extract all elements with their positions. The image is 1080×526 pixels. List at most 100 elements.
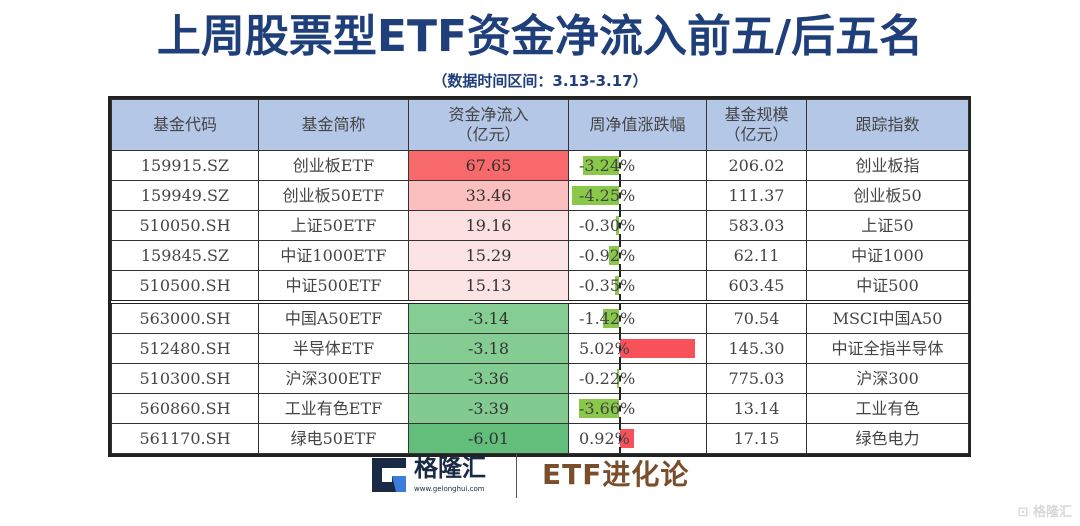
weekly-change-databar — [620, 429, 634, 448]
header-net-inflow: 资金净流入 （亿元） — [408, 99, 569, 151]
fund-code-cell: 159845.SZ — [111, 240, 259, 271]
weekly-change-cell: -3.24% — [568, 150, 707, 181]
header-fund-scale: 基金规模 （亿元） — [706, 99, 807, 151]
weekly-change-databar — [583, 156, 619, 175]
gelonghui-logo-icon — [372, 458, 406, 492]
net-inflow-cell: -3.18 — [408, 333, 569, 364]
weekly-change-databar — [603, 309, 619, 328]
date-range-subtitle: （数据时间区间：3.13-3.17） — [432, 72, 648, 90]
weekly-change-value: -4.25% — [579, 186, 636, 205]
weekly-change-value: 0.92% — [579, 429, 630, 448]
fund-name-cell: 中国A50ETF — [258, 300, 409, 334]
tracking-index-cell: 创业板指 — [806, 150, 969, 181]
tracking-index-cell: 中证全指半导体 — [806, 333, 969, 364]
net-inflow-cell: 15.29 — [408, 240, 569, 271]
fund-scale-cell: 145.30 — [706, 333, 807, 364]
databar-axis — [619, 241, 621, 270]
watermark-logo-icon: ⊡ — [1017, 505, 1029, 520]
header-fund-code: 基金代码 — [111, 99, 259, 151]
databar-axis — [619, 271, 621, 300]
fund-name-cell: 沪深300ETF — [258, 363, 409, 394]
weekly-change-databar — [608, 246, 619, 265]
header-fund-scale-line1: 基金规模 — [724, 105, 789, 124]
table-row: 159949.SZ 创业板50ETF 33.46 -4.25% 111.37 创业板50 — [111, 180, 969, 211]
table-row: 510050.SH 上证50ETF 19.16 -0.30% 583.03 上证50 — [111, 210, 969, 241]
weekly-change-value: -1.42% — [579, 309, 636, 328]
table-row: 159915.SZ 创业板ETF 67.65 -3.24% 206.02 创业板指 — [111, 150, 969, 181]
table-header-row: 基金代码 基金简称 资金净流入 （亿元） 周净值涨跌幅 基金规模 （亿元） 跟踪… — [111, 99, 969, 151]
databar-axis — [619, 334, 621, 363]
fund-code-cell: 512480.SH — [111, 333, 259, 364]
tracking-index-cell: 工业有色 — [806, 393, 969, 424]
fund-name-cell: 中证500ETF — [258, 270, 409, 303]
weekly-change-value: -3.66% — [579, 399, 636, 418]
table-row: 510500.SH 中证500ETF 15.13 -0.35% 603.45 中证500 — [111, 270, 969, 303]
tracking-index-cell: 中证500 — [806, 270, 969, 303]
weekly-change-cell: 0.92% — [568, 423, 707, 454]
fund-code-cell: 510500.SH — [111, 270, 259, 303]
header-net-inflow-line2: （亿元） — [456, 125, 521, 144]
fund-code-cell: 510300.SH — [111, 363, 259, 394]
net-inflow-cell: 33.46 — [408, 180, 569, 211]
header-net-inflow-line1: 资金净流入 — [448, 105, 529, 124]
fund-scale-cell: 62.11 — [706, 240, 807, 271]
watermark-text: 格隆汇 — [1032, 505, 1072, 520]
fund-code-cell: 561170.SH — [111, 423, 259, 454]
fund-name-cell: 工业有色ETF — [258, 393, 409, 424]
weekly-change-cell: 5.02% — [568, 333, 707, 364]
weekly-change-cell: -3.66% — [568, 393, 707, 424]
footer-branding: 格隆汇 www.gelonghui.com ETF进化论 — [370, 454, 730, 498]
fund-name-cell: 创业板ETF — [258, 150, 409, 181]
tracking-index-cell: 中证1000 — [806, 240, 969, 271]
fund-code-cell: 560860.SH — [111, 393, 259, 424]
net-inflow-cell: 19.16 — [408, 210, 569, 241]
databar-axis — [619, 151, 621, 180]
table-row: 512480.SH 半导体ETF -3.18 5.02% 145.30 中证全指半导体 — [111, 333, 969, 364]
weekly-change-databar — [615, 276, 619, 295]
net-inflow-cell: -3.14 — [408, 300, 569, 334]
header-fund-name: 基金简称 — [258, 99, 409, 151]
weekly-change-databar — [620, 339, 695, 358]
net-inflow-cell: -3.36 — [408, 363, 569, 394]
footer-divider — [516, 454, 517, 498]
page-title: 上周股票型ETF资金净流入前五/后五名 — [156, 11, 924, 62]
fund-code-cell: 510050.SH — [111, 210, 259, 241]
databar-axis — [619, 364, 621, 393]
databar-axis — [619, 305, 621, 333]
net-inflow-cell: 67.65 — [408, 150, 569, 181]
databar-axis — [619, 394, 621, 423]
databar-axis — [619, 181, 621, 210]
weekly-change-value: -0.35% — [579, 276, 636, 295]
weekly-change-value: -0.22% — [579, 369, 636, 388]
table-row: 563000.SH 中国A50ETF -3.14 -1.42% 70.54 MSCI中国A… — [111, 300, 969, 334]
weekly-change-cell: -0.35% — [568, 270, 707, 303]
weekly-change-cell: -0.92% — [568, 240, 707, 271]
fund-scale-cell: 13.14 — [706, 393, 807, 424]
fund-name-cell: 创业板50ETF — [258, 180, 409, 211]
net-inflow-cell: 15.13 — [408, 270, 569, 303]
fund-name-cell: 上证50ETF — [258, 210, 409, 241]
header-weekly-change: 周净值涨跌幅 — [568, 99, 707, 151]
fund-scale-cell: 206.02 — [706, 150, 807, 181]
tracking-index-cell: 绿色电力 — [806, 423, 969, 454]
tracking-index-cell: 创业板50 — [806, 180, 969, 211]
etf-flow-table: 基金代码 基金简称 资金净流入 （亿元） 周净值涨跌幅 基金规模 （亿元） 跟踪… — [108, 96, 971, 457]
table-row: 159845.SZ 中证1000ETF 15.29 -0.92% 62.11 中证1000 — [111, 240, 969, 271]
fund-name-cell: 半导体ETF — [258, 333, 409, 364]
logo-url: www.gelonghui.com — [414, 485, 485, 493]
table-row: 560860.SH 工业有色ETF -3.39 -3.66% 13.14 工业有色 — [111, 393, 969, 424]
weekly-change-cell: -4.25% — [568, 180, 707, 211]
fund-code-cell: 563000.SH — [111, 300, 259, 334]
fund-code-cell: 159915.SZ — [111, 150, 259, 181]
weekly-change-cell: -1.42% — [568, 300, 707, 334]
header-fund-scale-line2: （亿元） — [724, 125, 789, 144]
databar-axis — [619, 424, 621, 453]
weekly-change-cell: -0.22% — [568, 363, 707, 394]
fund-scale-cell: 17.15 — [706, 423, 807, 454]
fund-scale-cell: 775.03 — [706, 363, 807, 394]
weekly-change-value: 5.02% — [579, 339, 630, 358]
fund-scale-cell: 70.54 — [706, 300, 807, 334]
table-row: 561170.SH 绿电50ETF -6.01 0.92% 17.15 绿色电力 — [111, 423, 969, 454]
weekly-change-cell: -0.30% — [568, 210, 707, 241]
net-inflow-cell: -3.39 — [408, 393, 569, 424]
